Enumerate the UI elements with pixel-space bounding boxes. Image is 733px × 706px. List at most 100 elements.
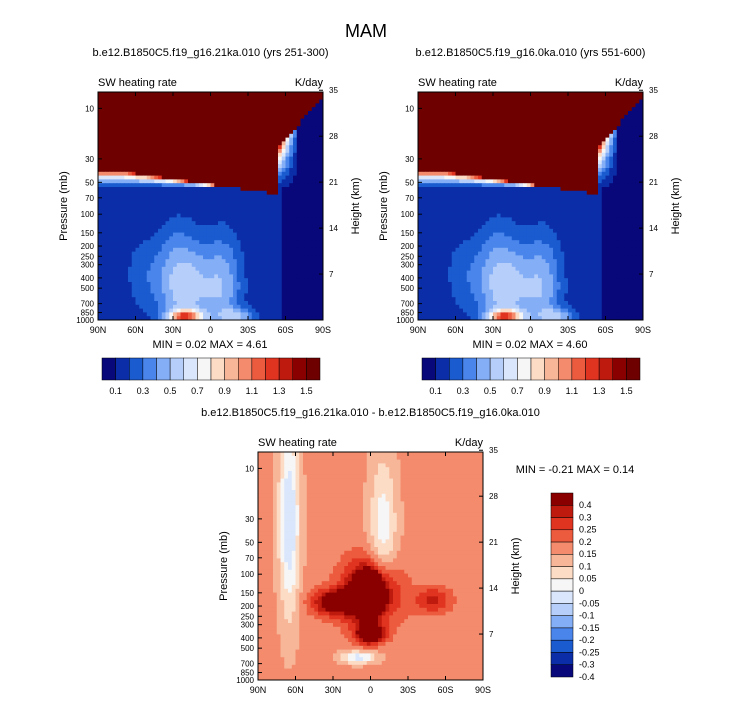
y-axis-label: Pressure (mb)	[58, 171, 70, 241]
y-tick-label: 200	[241, 602, 255, 611]
colorbar-label: 0	[579, 586, 584, 596]
colorbar-swatch	[449, 358, 463, 380]
colorbar-label: 0.9	[218, 386, 231, 396]
x-tick-label: 90S	[475, 685, 491, 695]
colorbar-label: 0.3	[579, 512, 592, 522]
colorbar-swatch	[102, 358, 116, 380]
colorbar-swatch	[551, 603, 573, 615]
colorbar-swatch	[129, 358, 143, 380]
y-tick-label: 150	[81, 229, 95, 238]
y-tick-label: 1000	[236, 676, 254, 685]
colorbar-swatch	[422, 358, 436, 380]
colorbar-swatch	[266, 358, 280, 380]
y-tick-label: 10	[405, 104, 414, 113]
y-right-tick-label: 21	[489, 538, 498, 547]
x-tick-label: 90S	[315, 325, 331, 335]
colorbar-swatch	[551, 493, 573, 505]
colorbar-label: 0.5	[164, 386, 177, 396]
colorbar-swatch	[551, 616, 573, 628]
colorbar-label: 0.7	[511, 386, 524, 396]
colorbar-label: 1.1	[566, 386, 579, 396]
variable-label: SW heating rate	[98, 77, 177, 89]
y-right-tick-label: 21	[329, 178, 338, 187]
colorbar-swatch	[504, 358, 518, 380]
x-tick-label: 0	[528, 325, 533, 335]
y-right-tick-label: 28	[329, 132, 338, 141]
y-tick-label: 50	[405, 178, 414, 187]
y-tick-label: 1000	[76, 316, 94, 325]
colorbar-label: 0.1	[579, 561, 592, 571]
y-right-axis-label: Height (km)	[350, 178, 362, 235]
y-tick-label: 400	[401, 274, 415, 283]
x-tick-label: 60S	[597, 325, 613, 335]
y-tick-label: 500	[81, 284, 95, 293]
colorbar-label: -0.3	[579, 660, 595, 670]
panel-title: b.e12.B1850C5.f19_g16.21ka.010 - b.e12.B…	[201, 407, 540, 419]
colorbar-label: -0.15	[579, 623, 600, 633]
colorbar-label: 0.05	[579, 574, 597, 584]
colorbar-label: 0.9	[538, 386, 551, 396]
y-right-axis-label: Height (km)	[670, 178, 682, 235]
variable-label: SW heating rate	[418, 77, 497, 89]
colorbar-swatch	[551, 554, 573, 566]
colorbar-swatch	[545, 358, 559, 380]
y-axis-label: Pressure (mb)	[218, 531, 230, 601]
colorbar-label: 0.3	[137, 386, 150, 396]
colorbar-label: 0.4	[579, 500, 592, 510]
page-title: MAM	[345, 21, 387, 41]
colorbar-swatch	[626, 358, 640, 380]
y-axis-label: Pressure (mb)	[378, 171, 390, 241]
colorbar-swatch	[279, 358, 293, 380]
y-right-tick-label: 21	[649, 178, 658, 187]
y-tick-label: 150	[401, 229, 415, 238]
colorbar-swatch	[252, 358, 266, 380]
x-tick-label: 90N	[90, 325, 107, 335]
x-tick-label: 30N	[325, 685, 342, 695]
colorbar-label: -0.25	[579, 647, 600, 657]
panel-title: b.e12.B1850C5.f19_g16.21ka.010 (yrs 251-…	[92, 47, 328, 59]
x-tick-label: 90S	[635, 325, 651, 335]
stats-text: MIN = 0.02 MAX = 4.61	[153, 339, 268, 351]
colorbar-swatch	[477, 358, 491, 380]
y-tick-label: 100	[81, 210, 95, 219]
y-tick-label: 70	[245, 554, 254, 563]
colorbar-swatch	[436, 358, 450, 380]
colorbar-swatch	[551, 652, 573, 664]
colorbar-swatch	[170, 358, 184, 380]
x-tick-label: 30S	[560, 325, 576, 335]
panel-title: b.e12.B1850C5.f19_g16.0ka.010 (yrs 551-6…	[416, 47, 646, 59]
y-right-tick-label: 14	[329, 224, 338, 233]
y-tick-label: 300	[401, 261, 415, 270]
y-tick-label: 50	[85, 178, 94, 187]
stats-text: MIN = -0.21 MAX = 0.14	[516, 464, 635, 476]
y-right-tick-label: 35	[329, 86, 338, 95]
y-tick-label: 300	[241, 621, 255, 630]
y-tick-label: 700	[401, 300, 415, 309]
colorbar-swatch	[225, 358, 239, 380]
colorbar-swatch	[613, 358, 627, 380]
units-label: K/day	[455, 437, 484, 449]
units-label: K/day	[615, 77, 644, 89]
colorbar-swatch	[551, 505, 573, 517]
colorbar-swatch	[551, 567, 573, 579]
colorbar-label: 1.1	[246, 386, 259, 396]
x-tick-label: 0	[208, 325, 213, 335]
x-tick-label: 0	[368, 685, 373, 695]
units-label: K/day	[295, 77, 324, 89]
x-tick-label: 30S	[400, 685, 416, 695]
colorbar-label: 1.3	[273, 386, 286, 396]
colorbar-swatch	[531, 358, 545, 380]
stats-text: MIN = 0.02 MAX = 4.60	[473, 339, 588, 351]
colorbar-swatch	[463, 358, 477, 380]
x-tick-label: 60S	[277, 325, 293, 335]
colorbar-swatch	[143, 358, 157, 380]
x-tick-label: 60N	[127, 325, 144, 335]
y-tick-label: 300	[81, 261, 95, 270]
colorbar-label: -0.1	[579, 611, 595, 621]
colorbar-diff: 0.40.30.250.20.150.10.050-0.05-0.1-0.15-…	[551, 493, 600, 682]
x-tick-label: 90N	[250, 685, 267, 695]
y-tick-label: 70	[405, 194, 414, 203]
